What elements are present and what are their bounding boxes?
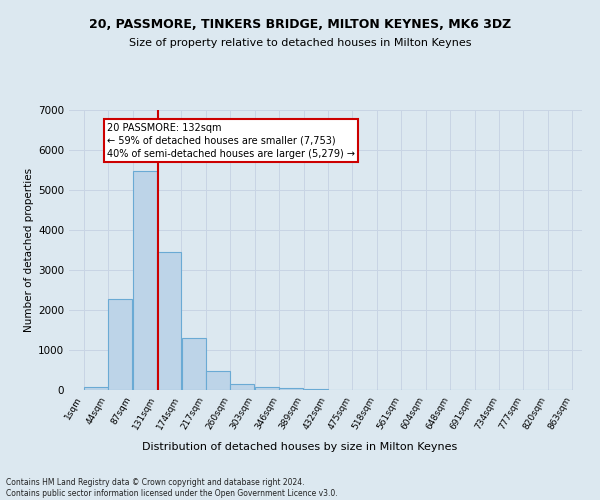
Bar	[280, 388, 303, 390]
Bar	[182, 338, 206, 390]
Bar	[206, 371, 230, 390]
Bar	[255, 386, 279, 390]
Text: Size of property relative to detached houses in Milton Keynes: Size of property relative to detached ho…	[129, 38, 471, 48]
Text: 20, PASSMORE, TINKERS BRIDGE, MILTON KEYNES, MK6 3DZ: 20, PASSMORE, TINKERS BRIDGE, MILTON KEY…	[89, 18, 511, 30]
Bar	[230, 384, 254, 390]
Bar	[84, 387, 108, 390]
Text: Contains HM Land Registry data © Crown copyright and database right 2024.
Contai: Contains HM Land Registry data © Crown c…	[6, 478, 338, 498]
Bar	[109, 299, 132, 390]
Text: 20 PASSMORE: 132sqm
← 59% of detached houses are smaller (7,753)
40% of semi-det: 20 PASSMORE: 132sqm ← 59% of detached ho…	[107, 122, 355, 159]
Text: Distribution of detached houses by size in Milton Keynes: Distribution of detached houses by size …	[142, 442, 458, 452]
Y-axis label: Number of detached properties: Number of detached properties	[24, 168, 34, 332]
Bar	[157, 252, 181, 390]
Bar	[304, 389, 328, 390]
Bar	[133, 171, 157, 390]
